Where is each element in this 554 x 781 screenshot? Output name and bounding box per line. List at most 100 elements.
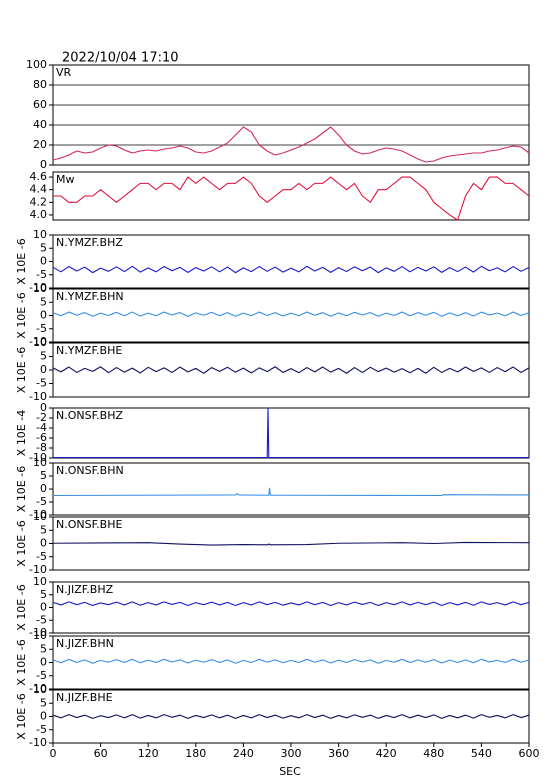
y-tick-label: -10 xyxy=(29,451,47,464)
trace-line xyxy=(52,658,530,664)
trace-line xyxy=(52,126,530,163)
y-tick-label: -6 xyxy=(36,431,47,444)
panel-frame xyxy=(52,581,530,634)
panel-label: VR xyxy=(56,66,72,79)
x-tick-label: 420 xyxy=(376,747,397,760)
y-axis-label: X 10E -4 xyxy=(15,410,28,456)
y-tick-label: -10 xyxy=(29,626,47,639)
trace-line xyxy=(52,541,530,546)
y-tick-label: 10 xyxy=(33,629,47,642)
x-tick-label: 540 xyxy=(471,747,492,760)
y-axis-label: X 10E -6 xyxy=(15,693,28,739)
y-tick-label: 5 xyxy=(40,642,47,655)
y-tick-label: -10 xyxy=(29,508,47,521)
y-tick-label: -10 xyxy=(29,335,47,348)
y-tick-label: 10 xyxy=(33,683,47,696)
x-tick-label: 360 xyxy=(328,747,349,760)
y-tick-label: 40 xyxy=(33,118,47,131)
y-tick-label: -5 xyxy=(36,550,47,563)
y-tick-label: 0 xyxy=(40,656,47,669)
panel-label: N.ONSF.BHN xyxy=(56,464,124,477)
y-axis-label: X 10E -6 xyxy=(15,520,28,566)
x-tick-label: 600 xyxy=(519,747,540,760)
trace-line xyxy=(52,487,530,497)
panel-label: N.YMZF.BHN xyxy=(56,290,124,303)
panel-frame xyxy=(52,516,530,571)
y-tick-label: 0 xyxy=(40,363,47,376)
y-tick-label: 5 xyxy=(40,523,47,536)
panel-frame xyxy=(52,635,530,690)
y-tick-label: -10 xyxy=(29,390,47,403)
y-tick-label: 60 xyxy=(33,98,47,111)
y-tick-label: 5 xyxy=(40,696,47,709)
y-tick-label: 0 xyxy=(40,401,47,414)
y-axis-label: X 10E -6 xyxy=(15,466,28,512)
y-tick-label: 5 xyxy=(40,295,47,308)
y-axis-label: X 10E -6 xyxy=(15,292,28,338)
y-tick-label: 0 xyxy=(40,601,47,614)
y-tick-label: 4.6 xyxy=(30,170,48,183)
panel-label: N.ONSF.BHZ xyxy=(56,409,123,422)
x-tick-label: 240 xyxy=(233,747,254,760)
y-tick-label: 5 xyxy=(40,469,47,482)
y-tick-label: 10 xyxy=(33,510,47,523)
y-tick-label: -10 xyxy=(29,563,47,576)
y-tick-label: -5 xyxy=(36,669,47,682)
y-tick-label: 0 xyxy=(40,158,47,171)
x-tick-label: 120 xyxy=(138,747,159,760)
y-tick-label: 10 xyxy=(33,228,47,241)
y-tick-label: 80 xyxy=(33,78,47,91)
trace-line xyxy=(52,265,530,274)
y-tick-label: -10 xyxy=(29,281,47,294)
y-axis-label: X 10E -6 xyxy=(15,238,28,284)
trace-line xyxy=(53,176,530,221)
trace-line xyxy=(52,366,530,374)
y-tick-label: -5 xyxy=(36,268,47,281)
y-tick-label: -5 xyxy=(36,322,47,335)
panel-label: N.JIZF.BHE xyxy=(56,691,113,704)
y-tick-label: 5 xyxy=(40,588,47,601)
y-tick-label: -10 xyxy=(29,682,47,695)
y-tick-label: -5 xyxy=(36,495,47,508)
y-axis-label: X 10E -6 xyxy=(15,584,28,630)
y-tick-label: 0 xyxy=(40,255,47,268)
chart-title: 2022/10/04 17:10 xyxy=(62,51,179,66)
y-tick-label: -5 xyxy=(36,723,47,736)
panel-frame xyxy=(52,462,530,516)
y-tick-label: 4.4 xyxy=(30,183,48,196)
y-axis-label: X 10E -6 xyxy=(15,639,28,685)
panel-frame xyxy=(52,64,530,166)
panel-frame xyxy=(52,342,530,398)
x-axis-label: SEC xyxy=(279,765,301,778)
y-tick-label: 10 xyxy=(33,336,47,349)
y-tick-label: 10 xyxy=(33,456,47,469)
x-tick-label: 300 xyxy=(281,747,302,760)
x-tick-label: 180 xyxy=(185,747,206,760)
trace-line xyxy=(52,601,530,607)
panel-label: N.ONSF.BHE xyxy=(56,518,122,531)
y-tick-label: 5 xyxy=(40,350,47,363)
x-tick-label: 0 xyxy=(50,747,57,760)
trace-line xyxy=(52,311,530,317)
y-tick-label: -8 xyxy=(36,441,47,454)
trace-line xyxy=(52,714,530,719)
panel-label: N.YMZF.BHZ xyxy=(56,236,123,249)
panel-label: N.JIZF.BHZ xyxy=(56,583,114,596)
panel-frame xyxy=(52,288,530,343)
y-tick-label: 20 xyxy=(33,138,47,151)
y-tick-label: 10 xyxy=(33,575,47,588)
y-tick-label: -5 xyxy=(36,377,47,390)
y-tick-label: 0 xyxy=(40,537,47,550)
y-tick-label: 4.0 xyxy=(30,208,48,221)
y-tick-label: 0 xyxy=(40,482,47,495)
y-tick-label: -10 xyxy=(29,736,47,749)
y-tick-label: 0 xyxy=(40,710,47,723)
trace-line xyxy=(53,407,529,459)
y-tick-label: -2 xyxy=(36,411,47,424)
y-tick-label: 10 xyxy=(33,282,47,295)
y-tick-label: 100 xyxy=(26,58,47,71)
y-tick-label: 0 xyxy=(40,309,47,322)
panel-label: Mw xyxy=(56,173,75,186)
